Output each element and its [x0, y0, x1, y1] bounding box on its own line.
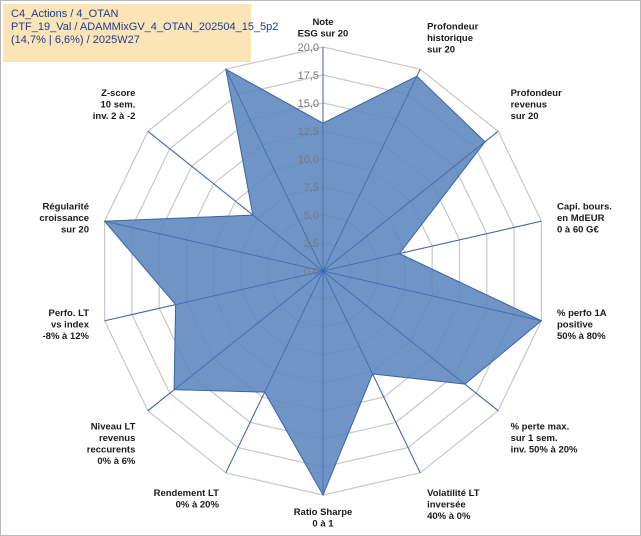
axis-label-line: en MdEUR — [557, 213, 605, 224]
axis-spoke-overlay — [322, 130, 499, 272]
axis-label: Z-score 10 sem. inv. 2 à -2 — [93, 88, 136, 122]
tick-label: 20,0 — [298, 42, 319, 54]
axis-spoke-overlay — [147, 130, 324, 272]
axis-spoke-overlay — [225, 69, 324, 272]
axis-label-line: Profondeur — [427, 21, 478, 32]
axis-label-line: revenus — [511, 99, 547, 110]
axis-label-line: Note — [312, 17, 333, 28]
axis-spoke-overlay — [104, 220, 324, 272]
tick-label: 15,0 — [298, 98, 319, 110]
axis-spoke-overlay — [322, 270, 499, 412]
radar-series — [103, 47, 543, 497]
axis-label: Perfo. LT vs index -8% à 12% — [43, 308, 90, 342]
tick-label: 17,5 — [298, 70, 319, 82]
tick-label: 12,5 — [298, 126, 319, 138]
axis-label-line: sur 1 sem. — [511, 433, 558, 444]
axis-label: Rendement LT 0% à 20% — [154, 488, 220, 511]
axis-label-line: Volatilité LT — [427, 488, 480, 499]
axis-label-line: Ratio Sharpe — [294, 507, 353, 518]
axis-spoke-overlay — [104, 270, 324, 322]
axis-label-line: inv. 2 à -2 — [93, 111, 136, 122]
axis-label-line: ESG sur 20 — [298, 29, 349, 40]
radar-tick-labels: 0,0 2,5 5,0 7,5 10,0 12,5 15,0 17,5 20,0 — [298, 42, 319, 278]
axis-label-line: Capi. bours. — [557, 201, 612, 212]
axis-label-line: inversée — [427, 500, 466, 511]
axis-label-line: 0% à 20% — [176, 500, 220, 511]
axis-label-line: croissance — [39, 213, 89, 224]
axis-label-line: 0 à 60 G€ — [557, 224, 599, 235]
axis-label-line: revenus — [99, 433, 135, 444]
axis-label: Niveau LT revenus reccurents 0% à 6% — [87, 422, 136, 468]
axis-label: Profondeur revenus sur 20 — [511, 88, 562, 122]
axis-label-line: 0% à 6% — [97, 456, 136, 467]
axis-label-line: Niveau LT — [91, 422, 136, 433]
axis-label-line: Perfo. LT — [49, 308, 90, 319]
info-line-2: PTF_19_Val / ADAMMixGV_4_OTAN_202504_15_… — [11, 21, 279, 33]
axis-label-line: positive — [557, 320, 593, 331]
axis-spoke-overlay — [322, 69, 421, 272]
axis-label: Note ESG sur 20 — [298, 17, 349, 40]
axis-label-line: sur 20 — [61, 224, 89, 235]
axis-label-line: historique — [427, 33, 473, 44]
info-line-3: (14,7% | 6,6%) / 2025W27 — [11, 34, 140, 46]
axis-spoke-overlay — [322, 270, 421, 473]
axis-spoke-overlay — [225, 270, 324, 473]
axis-label-line: % perte max. — [511, 422, 570, 433]
axis-label-line: Régularité — [43, 201, 89, 212]
axis-spoke-overlay — [147, 270, 324, 412]
axis-label-line: Profondeur — [511, 88, 562, 99]
axis-label-line: 10 sem. — [101, 99, 136, 110]
axis-label: Capi. bours. en MdEUR 0 à 60 G€ — [557, 201, 612, 235]
axis-label: Ratio Sharpe 0 à 1 — [294, 507, 353, 530]
axis-label-line: vs index — [51, 320, 90, 331]
axis-label-line: Rendement LT — [154, 488, 219, 499]
axis-label-line: 0 à 1 — [312, 519, 334, 530]
axis-label-line: 50% à 80% — [557, 331, 606, 342]
portfolio-info-box: C4_Actions / 4_OTAN PTF_19_Val / ADAMMix… — [3, 4, 279, 62]
tick-label: 2,5 — [304, 238, 319, 250]
info-line-1: C4_Actions / 4_OTAN — [11, 8, 119, 20]
axis-label: Volatilité LT inversée 40% à 0% — [427, 488, 480, 522]
axis-label-line: -8% à 12% — [43, 331, 90, 342]
tick-label: 5,0 — [304, 210, 319, 222]
tick-label: 7,5 — [304, 182, 319, 194]
axis-label: Profondeur historique sur 20 — [427, 21, 478, 55]
axis-label-line: inv. 50% à 20% — [511, 445, 578, 456]
axis-label: % perte max. sur 1 sem. inv. 50% à 20% — [511, 422, 578, 456]
axis-label-line: 40% à 0% — [427, 511, 471, 522]
tick-label: 10,0 — [298, 154, 319, 166]
axis-label-line: % perfo 1A — [557, 308, 607, 319]
axis-label-line: Z-score — [101, 88, 135, 99]
axis-label-line: sur 20 — [511, 111, 539, 122]
axis-label: Régularité croissance sur 20 — [39, 201, 89, 235]
axis-label-line: reccurents — [87, 445, 136, 456]
axis-label-line: sur 20 — [427, 44, 455, 55]
axis-spoke-overlay — [322, 270, 542, 322]
axis-label: % perfo 1A positive 50% à 80% — [557, 308, 607, 342]
axis-spoke-overlay — [322, 220, 542, 272]
tick-label: 0,0 — [304, 266, 319, 278]
